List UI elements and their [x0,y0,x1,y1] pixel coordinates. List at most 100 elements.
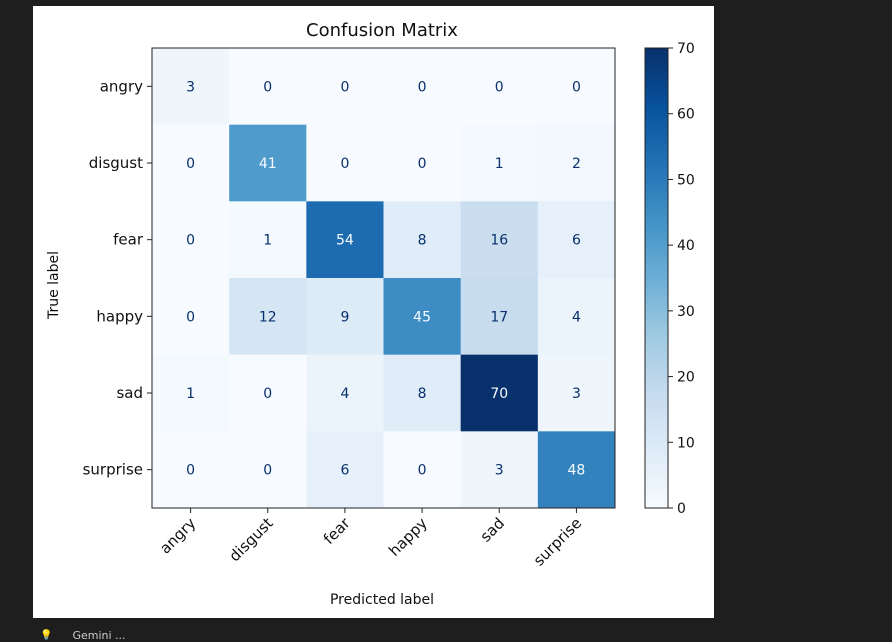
colorbar-tick-label: 0 [677,501,686,517]
heatmap-cell [383,124,462,202]
plot-frame [151,47,616,509]
heatmap-cell [306,201,384,279]
colorbar-tick-label: 30 [677,304,695,320]
chart-title: Confusion Matrix [306,20,458,41]
cell-value-label: 17 [490,309,508,325]
cell-value-label: 6 [572,233,581,249]
cell-value-label: 0 [263,463,272,479]
cell-value-label: 70 [490,386,508,402]
heatmap-cell [306,431,384,509]
footer-bar: 💡 Gemini ... [40,629,126,642]
x-tick-label: fear [320,514,354,548]
heatmap-cell [537,431,616,509]
cell-value-label: 0 [186,156,195,172]
cell-value-label: 12 [259,309,277,325]
heatmap-cell [460,124,539,202]
heatmap-cell [383,431,462,509]
cell-value-label: 0 [186,233,195,249]
cell-value-label: 45 [413,309,431,325]
cell-value-label: 0 [418,79,427,95]
y-tick-label: fear [113,231,144,249]
y-tick-label: surprise [83,461,143,479]
heatmap-cell [383,201,462,279]
heatmap-cell [152,278,230,356]
heatmap-cell [229,124,307,202]
heatmap-cell [229,431,307,509]
heatmap-cell-labels: 3 0 0 0 0 00 41 0 0 1 20 1 54 8 16 60 12 9 45 17 41 0 4 8 70 30 0 6… [186,79,585,478]
cell-value-label: 1 [495,156,504,172]
heatmap-cell [537,124,616,202]
heatmap-cell [306,48,384,126]
cell-value-label: 0 [418,156,427,172]
confusion-matrix-chart: Confusion Matrix 3 0 0 0 0 00 41 0 0 1 20 1 54 8 16 60 1… [46,20,695,608]
chart-figure: Confusion Matrix 3 0 0 0 0 0 0 41 0 0 1 2 0 1 54 8 16 6 0 1… [33,6,714,618]
lightbulb-icon[interactable]: 💡 [40,630,53,641]
x-tick-label: disgust [226,514,277,565]
x-tick-label: angry [156,514,199,557]
colorbar-tick-label: 40 [677,238,695,254]
heatmap-cell [152,124,230,202]
heatmap-cell [152,431,230,509]
cell-value-label: 0 [495,79,504,95]
cell-value-label: 0 [340,79,349,95]
colorbar-gradient [645,48,668,508]
y-axis-label: True label [46,251,62,320]
heatmap-cell [460,431,539,509]
heatmap-cell [537,354,616,432]
heatmap-cell [537,201,616,279]
cell-value-label: 0 [186,463,195,479]
x-axis-label: Predicted label [330,592,434,608]
colorbar: 0 10 20 30 40 50 60 70 [644,41,695,517]
cell-value-label: 8 [418,386,427,402]
heatmap-cell [152,354,230,432]
heatmap-cell [537,48,616,126]
cell-value-label: 0 [572,79,581,95]
cell-value-label: 0 [263,386,272,402]
y-tick-label: sad [116,384,143,402]
heatmap-cell [152,201,230,279]
colorbar-tick-label: 20 [677,370,695,386]
cell-value-label: 6 [340,463,349,479]
heatmap-cell [460,278,539,356]
cell-value-label: 16 [490,233,508,249]
cell-value-label: 41 [259,156,277,172]
heatmap-cell [229,201,307,279]
heatmap-cell [537,278,616,356]
heatmap-cells [152,48,616,509]
heatmap-cell [306,354,384,432]
cell-value-label: 1 [186,386,195,402]
y-tick-label: disgust [89,154,143,172]
heatmap-cell [460,201,539,279]
heatmap-cell [460,48,539,126]
cell-value-label: 0 [340,156,349,172]
colorbar-tick-label: 10 [677,435,695,451]
footer-text: Gemini ... [72,629,126,642]
y-tick-label: angry [100,77,143,95]
heatmap-cell [229,354,307,432]
x-tick-label: surprise [530,514,585,569]
heatmap-cell [306,124,384,202]
cell-value-label: 1 [263,233,272,249]
cell-value-label: 3 [495,463,504,479]
cell-value-label: 3 [186,79,195,95]
cell-value-label: 54 [336,233,354,249]
colorbar-frame [644,47,669,509]
cell-value-label: 4 [572,309,581,325]
heatmap-cell [229,48,307,126]
cell-value-label: 4 [340,386,349,402]
cell-value-label: 0 [186,309,195,325]
colorbar-tick-label: 50 [677,172,695,188]
cell-value-label: 0 [418,463,427,479]
y-tick-label: happy [96,307,143,325]
heatmap-cell [306,278,384,356]
heatmap-cell [383,48,462,126]
colorbar-tick-label: 60 [677,107,695,123]
heatmap-cell [383,278,462,356]
heatmap-cell [152,48,230,126]
x-tick-label: sad [477,514,508,545]
x-tick-label: happy [385,514,431,560]
cell-value-label: 0 [263,79,272,95]
cell-value-label: 2 [572,156,581,172]
heatmap-cell [460,354,539,432]
heatmap-cell [229,278,307,356]
